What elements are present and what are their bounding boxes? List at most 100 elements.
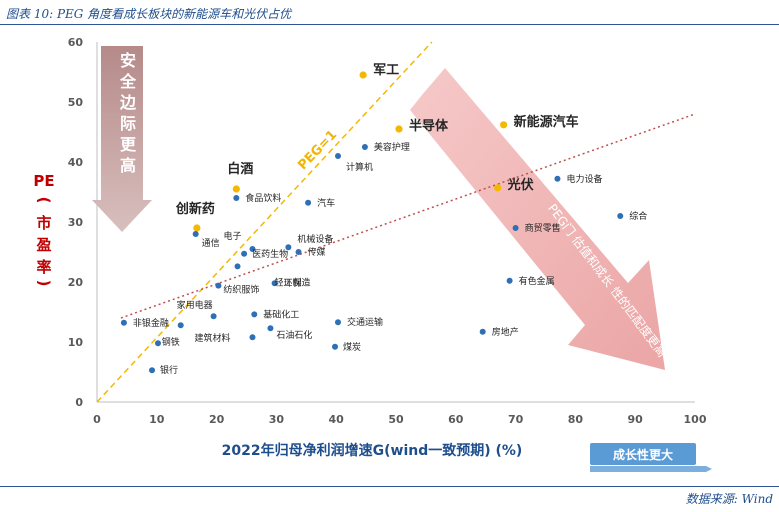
- data-label: 食品饮料: [245, 192, 281, 204]
- data-label: 综合: [629, 210, 647, 222]
- x-tick-label: 90: [628, 413, 644, 426]
- y-tick-label: 60: [68, 36, 84, 49]
- peg-line: [96, 41, 433, 403]
- data-label: 电子: [223, 230, 241, 242]
- highlight-label: 创新药: [175, 201, 215, 217]
- data-point: [241, 250, 248, 257]
- highlight-label: 光伏: [507, 177, 534, 193]
- y-tick-label: 0: [75, 396, 83, 409]
- x-tick-label: 30: [269, 413, 285, 426]
- data-point: [249, 246, 256, 252]
- safety-arrow-char: 安: [120, 51, 136, 70]
- safety-arrow-char: 际: [120, 114, 136, 133]
- growth-box-text: 成长性更大: [613, 447, 673, 462]
- axes: 0 10 20 30 40 50 60 70 80 90 100 0 10 20 30 40 50 60 2022年…: [33, 36, 706, 459]
- data-point: [554, 175, 561, 182]
- y-axis-title-char: 盈: [35, 236, 51, 254]
- scatter-chart: 0 10 20 30 40 50 60 70 80 90 100 0 10 20 30 40 50 60 2022年…: [33, 36, 712, 472]
- data-point: [177, 322, 184, 329]
- data-point: [334, 153, 341, 159]
- data-point: [120, 319, 127, 326]
- data-label: 医药生物: [252, 248, 288, 260]
- data-point: [361, 144, 368, 150]
- data-label: 美容护理: [374, 141, 410, 153]
- data-point: [215, 282, 222, 289]
- highlight-point: [500, 121, 508, 129]
- data-label: 交通运输: [347, 316, 383, 328]
- highlight-point: [359, 71, 367, 79]
- x-tick-label: 20: [209, 413, 225, 426]
- growth-box: [590, 443, 696, 465]
- y-axis-title-char: 率: [36, 258, 51, 276]
- data-label: 房地产: [492, 326, 519, 338]
- data-point: [506, 277, 513, 284]
- data-label: 商贸零售: [525, 222, 561, 234]
- data-label: 家用电器: [177, 299, 213, 311]
- data-point: [334, 319, 341, 326]
- highlight-point: [494, 184, 502, 192]
- x-axis-title: 2022年归母净利润增速G(wind一致预期) (%): [222, 442, 523, 459]
- bottom-divider: [0, 486, 779, 487]
- data-point: [295, 249, 302, 255]
- data-label: 通信: [202, 237, 220, 249]
- data-point: [512, 225, 519, 231]
- data-label: 基础化工: [263, 308, 299, 320]
- x-tick-label: 100: [684, 413, 707, 426]
- x-tick-label: 60: [448, 413, 464, 426]
- data-label: 银行: [160, 364, 178, 376]
- y-tick-label: 10: [68, 336, 84, 349]
- peg-line-label: PEG=1: [295, 128, 340, 174]
- data-label: 汽车: [317, 197, 335, 209]
- data-point: [617, 213, 624, 219]
- highlight-label: 白酒: [227, 161, 253, 177]
- y-tick-label: 40: [68, 156, 84, 169]
- data-source: 数据来源: Wind: [685, 492, 773, 506]
- data-label: 煤炭: [343, 341, 361, 353]
- big-arrow: [410, 68, 665, 370]
- safety-arrow-char: 全: [119, 72, 137, 91]
- data-label: 钢铁: [162, 336, 180, 348]
- data-label: 建筑材料: [194, 332, 230, 344]
- highlight-label: 军工: [373, 63, 399, 78]
- data-label: 非银金融: [133, 317, 169, 329]
- y-tick-label: 20: [68, 276, 84, 289]
- data-points: [120, 71, 624, 374]
- y-axis-title-char: 市: [36, 214, 51, 232]
- safety-arrow-char: 更: [120, 135, 137, 154]
- data-label: 石油石化: [276, 329, 312, 341]
- data-label: 环保: [284, 277, 302, 289]
- data-point: [234, 263, 241, 270]
- data-point: [332, 343, 339, 350]
- data-point: [192, 231, 199, 237]
- highlight-point: [395, 125, 403, 133]
- data-point: [271, 280, 278, 287]
- x-tick-label: 50: [388, 413, 404, 426]
- data-point: [285, 244, 292, 251]
- highlight-point: [232, 185, 240, 193]
- data-point: [149, 367, 156, 374]
- x-tick-label: 10: [149, 413, 165, 426]
- data-label: 机械设备: [297, 233, 333, 245]
- x-tick-label: 80: [568, 413, 584, 426]
- safety-arrow: [92, 46, 152, 232]
- safety-arrow-char: 边: [119, 93, 137, 112]
- data-label: 轻工制造: [275, 276, 311, 288]
- data-point: [479, 328, 486, 335]
- growth-arrow: [590, 466, 712, 472]
- data-point: [233, 195, 240, 201]
- data-point: [305, 199, 312, 206]
- highlight-point: [193, 224, 201, 232]
- y-tick-label: 50: [68, 96, 84, 109]
- data-label: 计算机: [346, 161, 373, 173]
- data-point: [267, 325, 274, 332]
- data-label: 传媒: [308, 246, 326, 258]
- y-axis-title-char: ): [35, 280, 53, 287]
- x-tick-label: 70: [508, 413, 524, 426]
- figure-title: 图表 10: PEG 角度看成长板块的新能源车和光伏占优: [6, 7, 292, 21]
- y-axis-title-char: (: [35, 197, 53, 204]
- y-tick-label: 30: [68, 216, 84, 229]
- data-point: [249, 334, 256, 341]
- x-tick-label: 0: [93, 413, 101, 426]
- top-divider: [0, 24, 779, 25]
